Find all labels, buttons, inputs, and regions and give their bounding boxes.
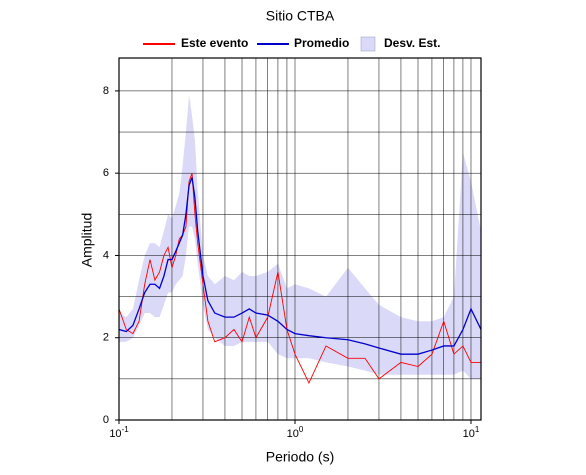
legend-label: Este evento [181, 36, 248, 50]
x-tick-exponent: -1 [122, 425, 130, 434]
x-tick-label: 100 [287, 425, 304, 440]
y-tick-label: 0 [103, 414, 109, 426]
legend-swatch [360, 36, 376, 52]
chart-title: Sitio CTBA [266, 8, 335, 24]
y-tick-label: 4 [103, 249, 109, 261]
legend-label: Promedio [294, 36, 349, 50]
x-tick-base: 10 [287, 428, 299, 440]
plot-frame [118, 57, 482, 421]
x-tick-exponent: 0 [299, 425, 304, 434]
x-axis-label: Periodo (s) [266, 449, 334, 465]
series-line [118, 173, 481, 385]
y-tick-label: 8 [103, 85, 109, 97]
y-tick-label: 6 [103, 167, 109, 179]
x-tick-base: 10 [463, 428, 475, 440]
x-tick-label: 101 [463, 425, 480, 440]
x-tick-base: 10 [109, 428, 121, 440]
x-tick-label: 10-1 [109, 425, 129, 440]
y-axis-label: Amplitud [79, 213, 95, 267]
x-tick-exponent: 1 [475, 425, 480, 434]
legend-label: Desv. Est. [384, 36, 440, 50]
std-band [119, 95, 481, 379]
y-tick-label: 2 [103, 332, 109, 344]
series-line [118, 177, 482, 355]
